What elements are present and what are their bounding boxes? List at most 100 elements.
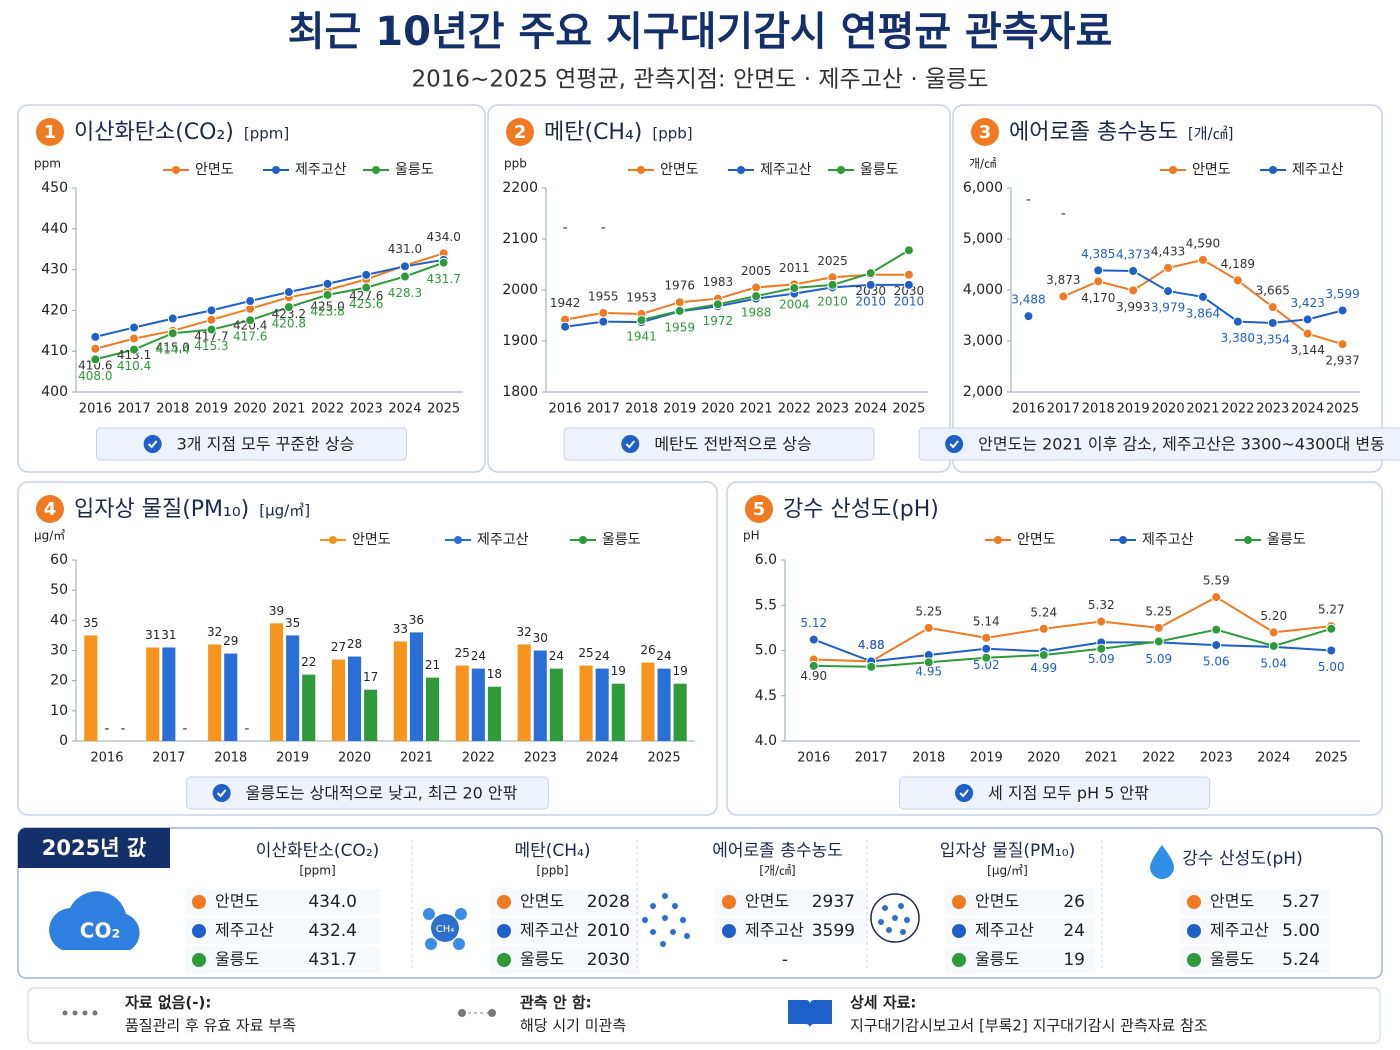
x-tick-label: 2016 <box>79 402 112 417</box>
summary-label-box <box>18 828 170 868</box>
panel <box>17 104 486 473</box>
data-point <box>1058 291 1069 302</box>
data-point <box>598 316 609 327</box>
molecule-atom <box>453 938 465 950</box>
x-tick-label: 2017 <box>152 751 185 766</box>
molecule-icon <box>431 914 459 942</box>
y-axis-label: μg/㎥ <box>34 529 65 543</box>
check-icon <box>212 784 231 802</box>
data-point <box>361 282 372 293</box>
value-label: 24 <box>595 649 610 663</box>
value-label: 5.25 <box>1145 604 1172 618</box>
legend-label: 안면도 <box>660 162 699 178</box>
data-point <box>1093 276 1104 287</box>
y-tick-label: 430 <box>41 262 68 278</box>
value-label: 3,144 <box>1290 343 1324 357</box>
data-point <box>1302 314 1313 325</box>
value-label: 3,599 <box>1325 287 1359 301</box>
bar <box>657 668 671 741</box>
value-label: 26 <box>640 643 655 657</box>
summary-column-unit: [μg/㎥] <box>987 864 1028 878</box>
bar <box>224 653 238 741</box>
value-label: 428.3 <box>388 286 422 300</box>
no-data-symbol: - <box>601 220 606 236</box>
bar <box>146 647 160 741</box>
check-mark <box>625 440 636 449</box>
no-data-symbol: - <box>121 721 126 737</box>
legend-label: 제주고산 <box>295 162 347 178</box>
badge <box>36 118 64 146</box>
data-point <box>245 315 256 326</box>
x-tick-label: 2019 <box>663 402 696 417</box>
x-tick-label: 2017 <box>587 402 620 417</box>
bar <box>348 656 362 741</box>
summary-column-title: 이산화탄소(CO₂) <box>256 841 380 861</box>
series-line <box>641 249 910 322</box>
value-label: 3,354 <box>1256 332 1290 346</box>
summary-name: 울릉도 <box>1210 950 1254 969</box>
data-point <box>399 271 410 282</box>
summary-value: - <box>782 950 788 970</box>
check-mark <box>959 789 969 798</box>
summary-value: 2030 <box>587 950 630 970</box>
value-label: 5.20 <box>1260 609 1287 623</box>
cloud-icon-text: CO₂ <box>80 919 120 943</box>
legend-label: 제주고산 <box>1292 162 1344 178</box>
data-point <box>981 652 992 663</box>
value-label: 1976 <box>664 279 695 293</box>
data-point <box>1038 650 1049 661</box>
data-point <box>438 257 449 268</box>
data-point <box>751 291 762 302</box>
value-label: 3,488 <box>1011 293 1045 307</box>
data-point <box>129 322 140 333</box>
bar <box>425 677 440 741</box>
data-point <box>1232 275 1243 286</box>
legend-marker <box>172 166 180 174</box>
data-point <box>1211 592 1222 603</box>
legend-marker <box>1269 166 1277 174</box>
summary-label: 2025년 값 <box>42 836 146 860</box>
y-tick-label: 1900 <box>502 333 538 349</box>
value-label: 1955 <box>588 289 619 303</box>
bar <box>302 674 316 741</box>
y-tick-label: 6,000 <box>963 180 1003 196</box>
x-tick-label: 2020 <box>1027 751 1060 766</box>
y-tick-label: 4,000 <box>963 282 1003 298</box>
value-label: 5.09 <box>1145 652 1172 666</box>
x-tick-label: 2019 <box>1117 402 1150 417</box>
aerosol-icon-dot <box>642 917 648 923</box>
bar <box>533 650 547 741</box>
x-tick-label: 2017 <box>855 751 888 766</box>
x-tick-label: 2025 <box>427 402 460 417</box>
x-tick-label: 2022 <box>1221 402 1254 417</box>
data-point <box>129 344 140 355</box>
summary-name: 제주고산 <box>975 921 1034 940</box>
note-text: 안면도는 2021 이후 감소, 제주고산은 3300~4300대 변동 <box>978 435 1385 454</box>
y-tick-label: 2100 <box>502 231 538 247</box>
summary-row-bg <box>185 889 380 915</box>
bar <box>364 689 378 741</box>
no-data-icon-dot <box>72 1010 78 1016</box>
data-point <box>1302 328 1313 339</box>
check-mark <box>147 440 158 449</box>
x-tick-label: 2020 <box>338 751 371 766</box>
data-point <box>923 657 934 668</box>
data-point <box>1326 623 1337 634</box>
legend-marker <box>272 166 280 174</box>
data-point <box>1093 265 1104 276</box>
y-tick-label: 40 <box>50 612 68 628</box>
x-tick-label: 2023 <box>524 751 557 766</box>
aerosol-icon-dot <box>662 893 668 899</box>
summary-value: 2010 <box>587 921 630 941</box>
data-point <box>1232 316 1243 327</box>
data-point <box>90 343 101 354</box>
value-label: 2005 <box>741 264 772 278</box>
data-point <box>981 643 992 654</box>
value-label: 5.00 <box>1318 660 1345 674</box>
bar <box>549 668 563 741</box>
panel-unit: [ppm] <box>244 125 289 143</box>
value-label: 2030 <box>855 284 886 298</box>
series-line <box>95 252 445 350</box>
no-data-icon-dot <box>82 1010 88 1016</box>
